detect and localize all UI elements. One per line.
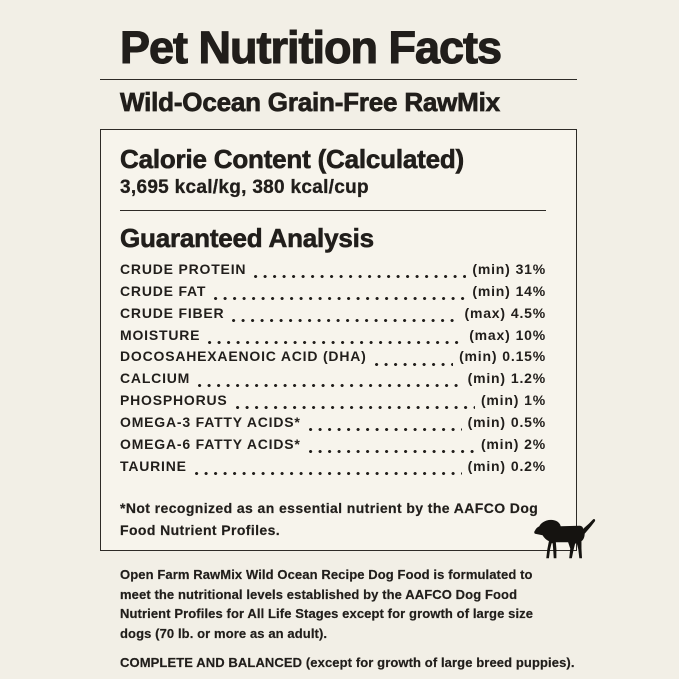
nutrient-name: DOCOSAHEXAENOIC ACID (DHA) — [120, 348, 367, 365]
label-content: Pet Nutrition Facts Wild-Ocean Grain-Fre… — [100, 0, 596, 673]
dot-leader — [214, 297, 467, 301]
dot-leader — [254, 275, 467, 279]
nutrient-qualifier: (min) — [480, 435, 520, 452]
nutrient-amount: 0.5% — [510, 413, 546, 430]
guaranteed-analysis-heading: Guaranteed Analysis — [120, 223, 375, 253]
nutrient-qualifier: (min) — [467, 413, 506, 430]
calorie-values: 3,695 kcal/kg, 380 kcal/cup — [120, 177, 369, 198]
aafco-footnote: *Not recognized as an essential nutrient… — [120, 500, 539, 538]
guaranteed-analysis-list: CRUDE PROTEIN (min) 31% CRUDE FAT (min) … — [120, 261, 546, 479]
nutrient-name: CRUDE FIBER — [120, 304, 225, 321]
nutrient-qualifier: (min) — [459, 348, 498, 365]
nutrient-name: OMEGA-6 FATTY ACIDS* — [120, 435, 301, 452]
nutrient-name: OMEGA-3 FATTY ACIDS* — [120, 413, 301, 430]
complete-balanced-statement: COMPLETE AND BALANCED (except for growth… — [120, 655, 575, 671]
dot-leader — [308, 449, 475, 454]
dog-silhouette-icon — [534, 518, 596, 559]
nutrient-amount: 1.2% — [510, 370, 546, 387]
nutrient-qualifier: (min) — [472, 282, 511, 299]
analysis-row: PHOSPHORUS (min) 1% — [120, 392, 546, 414]
nutrient-name: CALCIUM — [120, 370, 191, 387]
nutrient-name: TAURINE — [120, 457, 187, 474]
dot-leader — [198, 384, 462, 388]
analysis-row: OMEGA-3 FATTY ACIDS* (min) 0.5% — [120, 414, 546, 436]
analysis-row: CRUDE FIBER (max) 4.5% — [120, 305, 546, 327]
analysis-row: DOCOSAHEXAENOIC ACID (DHA) (min) 0.15% — [120, 348, 546, 370]
nutrient-amount: 10% — [515, 326, 546, 343]
dot-leader — [308, 428, 462, 432]
nutrient-amount: 4.5% — [510, 304, 546, 321]
nutrient-qualifier: (min) — [472, 261, 511, 277]
dot-leader — [235, 406, 475, 410]
dot-leader — [374, 362, 454, 366]
analysis-row: CRUDE FAT (min) 14% — [120, 283, 546, 305]
nutrient-amount: 31% — [515, 261, 546, 277]
analysis-row: MOISTURE (max) 10% — [120, 327, 546, 349]
nutrient-qualifier: (min) — [467, 370, 506, 387]
nutrient-amount: 14% — [515, 282, 546, 299]
analysis-row: TAURINE (min) 0.2% — [120, 458, 546, 480]
nutrient-name: CRUDE FAT — [120, 282, 207, 299]
nutrient-amount: 2% — [524, 435, 546, 452]
nutrient-qualifier: (max) — [469, 326, 511, 343]
analysis-row: CALCIUM (min) 1.2% — [120, 370, 546, 392]
dot-leader — [208, 340, 464, 344]
nutrient-name: CRUDE PROTEIN — [120, 261, 247, 277]
nutrient-amount: 0.15% — [502, 348, 546, 365]
analysis-row: CRUDE PROTEIN (min) 31% — [120, 261, 546, 283]
page-title: Pet Nutrition Facts — [119, 22, 502, 73]
nutrient-qualifier: (max) — [464, 304, 506, 321]
nutrition-facts-panel: Calorie Content (Calculated) 3,695 kcal/… — [100, 129, 596, 559]
nutrient-qualifier: (min) — [467, 457, 506, 474]
product-name: Wild-Ocean Grain-Free RawMix — [120, 87, 501, 117]
analysis-row: OMEGA-6 FATTY ACIDS* (min) 2% — [120, 436, 546, 458]
dot-leader — [194, 471, 462, 475]
nutrient-qualifier: (min) — [480, 392, 520, 409]
title-divider — [100, 79, 577, 80]
nutrient-name: MOISTURE — [120, 326, 201, 343]
calorie-content-heading: Calorie Content (Calculated) — [120, 144, 465, 174]
nutrient-amount: 0.2% — [510, 457, 546, 474]
aafco-statement: Open Farm RawMix Wild Ocean Recipe Dog F… — [120, 567, 534, 641]
nutrient-name: PHOSPHORUS — [120, 392, 228, 409]
nutrient-amount: 1% — [524, 392, 546, 409]
dot-leader — [232, 318, 459, 323]
section-divider — [120, 210, 546, 211]
